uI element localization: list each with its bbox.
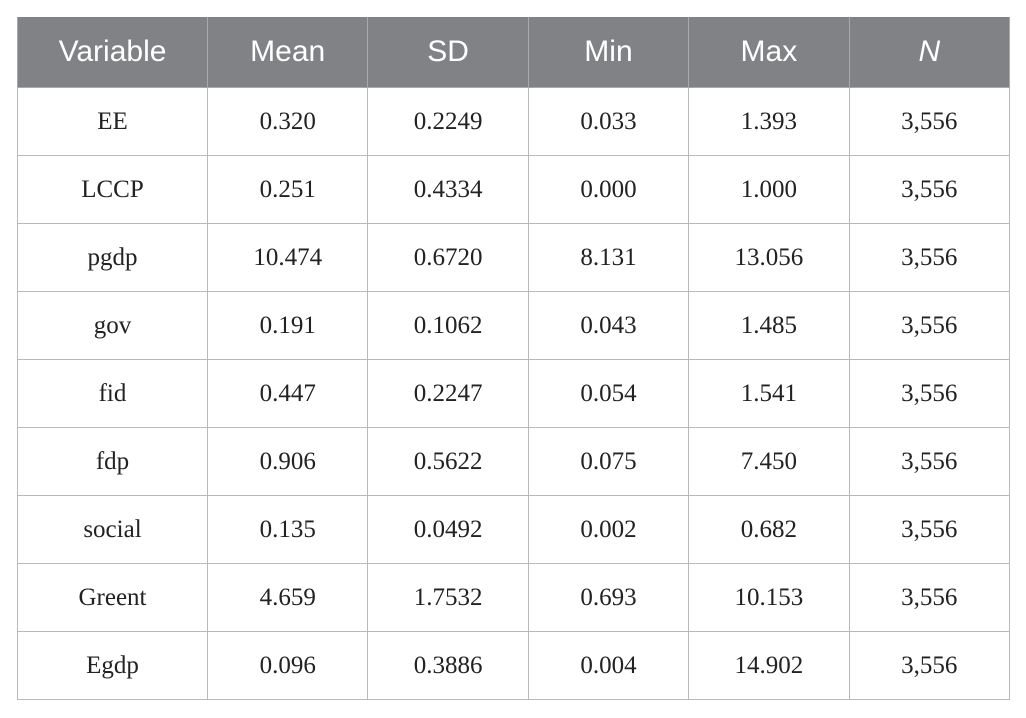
header-cell: SD	[367, 17, 529, 88]
table-row: fid 0.447 0.2247 0.054 1.541 3,556	[17, 359, 1011, 428]
variable-cell: social	[17, 495, 208, 564]
variable-cell: fid	[17, 359, 208, 428]
value-cell: 3,556	[848, 359, 1011, 428]
value-cell: 8.131	[527, 223, 690, 292]
header-cell: Max	[688, 17, 850, 88]
value-cell: 0.0492	[367, 495, 529, 564]
variable-cell: gov	[17, 291, 208, 360]
value-cell: 0.6720	[367, 223, 529, 292]
value-cell: 1.7532	[367, 563, 529, 632]
value-cell: 1.393	[688, 87, 850, 156]
variable-cell: Egdp	[17, 631, 208, 700]
value-cell: 3,556	[848, 495, 1011, 564]
value-cell: 3,556	[848, 291, 1011, 360]
value-cell: 0.075	[527, 427, 690, 496]
value-cell: 0.2247	[367, 359, 529, 428]
value-cell: 4.659	[206, 563, 369, 632]
value-cell: 0.3886	[367, 631, 529, 700]
table-row: pgdp 10.474 0.6720 8.131 13.056 3,556	[17, 223, 1011, 292]
value-cell: 0.000	[527, 155, 690, 224]
value-cell: 0.043	[527, 291, 690, 360]
value-cell: 0.447	[206, 359, 369, 428]
value-cell: 0.096	[206, 631, 369, 700]
header-cell: N	[848, 17, 1011, 88]
table-row: Egdp 0.096 0.3886 0.004 14.902 3,556	[17, 631, 1011, 700]
value-cell: 0.135	[206, 495, 369, 564]
table-row: EE 0.320 0.2249 0.033 1.393 3,556	[17, 87, 1011, 156]
table-row: fdp 0.906 0.5622 0.075 7.450 3,556	[17, 427, 1011, 496]
header-cell: Min	[527, 17, 690, 88]
header-cell: Variable	[17, 17, 208, 88]
value-cell: 0.1062	[367, 291, 529, 360]
header-row: Variable Mean SD Min Max N	[17, 17, 1011, 88]
variable-cell: Greent	[17, 563, 208, 632]
variable-cell: pgdp	[17, 223, 208, 292]
value-cell: 0.320	[206, 87, 369, 156]
value-cell: 1.485	[688, 291, 850, 360]
value-cell: 0.002	[527, 495, 690, 564]
value-cell: 3,556	[848, 87, 1011, 156]
value-cell: 3,556	[848, 563, 1011, 632]
value-cell: 0.682	[688, 495, 850, 564]
value-cell: 0.054	[527, 359, 690, 428]
value-cell: 0.2249	[367, 87, 529, 156]
table-row: gov 0.191 0.1062 0.043 1.485 3,556	[17, 291, 1011, 360]
variable-cell: fdp	[17, 427, 208, 496]
header-cell: Mean	[206, 17, 369, 88]
value-cell: 0.693	[527, 563, 690, 632]
value-cell: 7.450	[688, 427, 850, 496]
value-cell: 0.251	[206, 155, 369, 224]
value-cell: 1.000	[688, 155, 850, 224]
value-cell: 0.5622	[367, 427, 529, 496]
value-cell: 3,556	[848, 223, 1011, 292]
value-cell: 0.004	[527, 631, 690, 700]
value-cell: 10.153	[688, 563, 850, 632]
value-cell: 1.541	[688, 359, 850, 428]
value-cell: 10.474	[206, 223, 369, 292]
value-cell: 3,556	[848, 427, 1011, 496]
variable-cell: EE	[17, 87, 208, 156]
statistics-table: Variable Mean SD Min Max N EE 0.320 0.2249 0.033…	[17, 17, 1011, 700]
value-cell: 14.902	[688, 631, 850, 700]
value-cell: 0.906	[206, 427, 369, 496]
value-cell: 13.056	[688, 223, 850, 292]
value-cell: 0.191	[206, 291, 369, 360]
table-body: EE 0.320 0.2249 0.033 1.393 3,556 LCCP 0.251 0.4…	[17, 87, 1011, 700]
table-row: Greent 4.659 1.7532 0.693 10.153 3,556	[17, 563, 1011, 632]
value-cell: 3,556	[848, 155, 1011, 224]
table-row: social 0.135 0.0492 0.002 0.682 3,556	[17, 495, 1011, 564]
value-cell: 3,556	[848, 631, 1011, 700]
value-cell: 0.033	[527, 87, 690, 156]
value-cell: 0.4334	[367, 155, 529, 224]
variable-cell: LCCP	[17, 155, 208, 224]
table-row: LCCP 0.251 0.4334 0.000 1.000 3,556	[17, 155, 1011, 224]
